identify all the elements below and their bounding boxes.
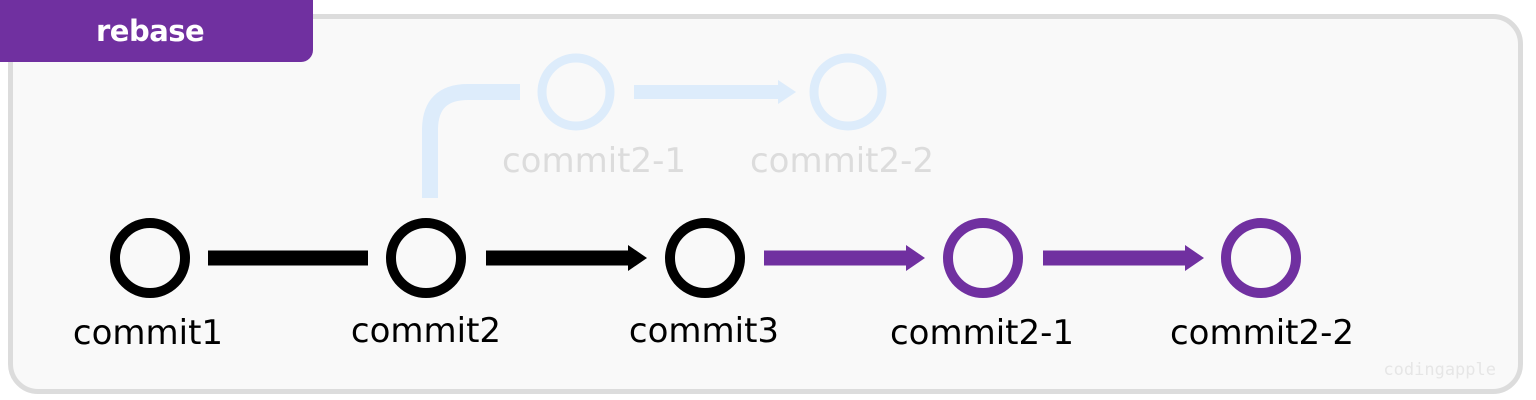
- ghost-commit-node-2-1: [537, 53, 615, 131]
- ghost-commit-label: commit2-2: [750, 141, 934, 181]
- commit-node-3: [665, 218, 745, 298]
- diagram-frame: [8, 14, 1523, 394]
- watermark: codingapple: [1383, 360, 1496, 380]
- edge-commit2-1-commit2-2: [1043, 245, 1204, 271]
- edge-commit2-commit3: [486, 245, 647, 271]
- commit-node-2-1: [943, 218, 1023, 298]
- commit-label: commit3: [629, 311, 779, 351]
- commit-node-1: [110, 218, 190, 298]
- edge-commit3-commit2-1: [764, 245, 925, 271]
- commit-label: commit1: [73, 313, 223, 353]
- commit-label: commit2-2: [1170, 313, 1354, 353]
- commit-label: commit2: [351, 311, 501, 351]
- ghost-arrow: [634, 80, 796, 104]
- ghost-branch-curve: [422, 84, 520, 198]
- ghost-commit-label: commit2-1: [502, 141, 686, 181]
- commit-node-2-2: [1221, 218, 1301, 298]
- commit-node-2: [386, 218, 466, 298]
- title-badge: rebase: [0, 0, 313, 62]
- commit-label: commit2-1: [890, 313, 1074, 353]
- ghost-commit-node-2-2: [809, 53, 887, 131]
